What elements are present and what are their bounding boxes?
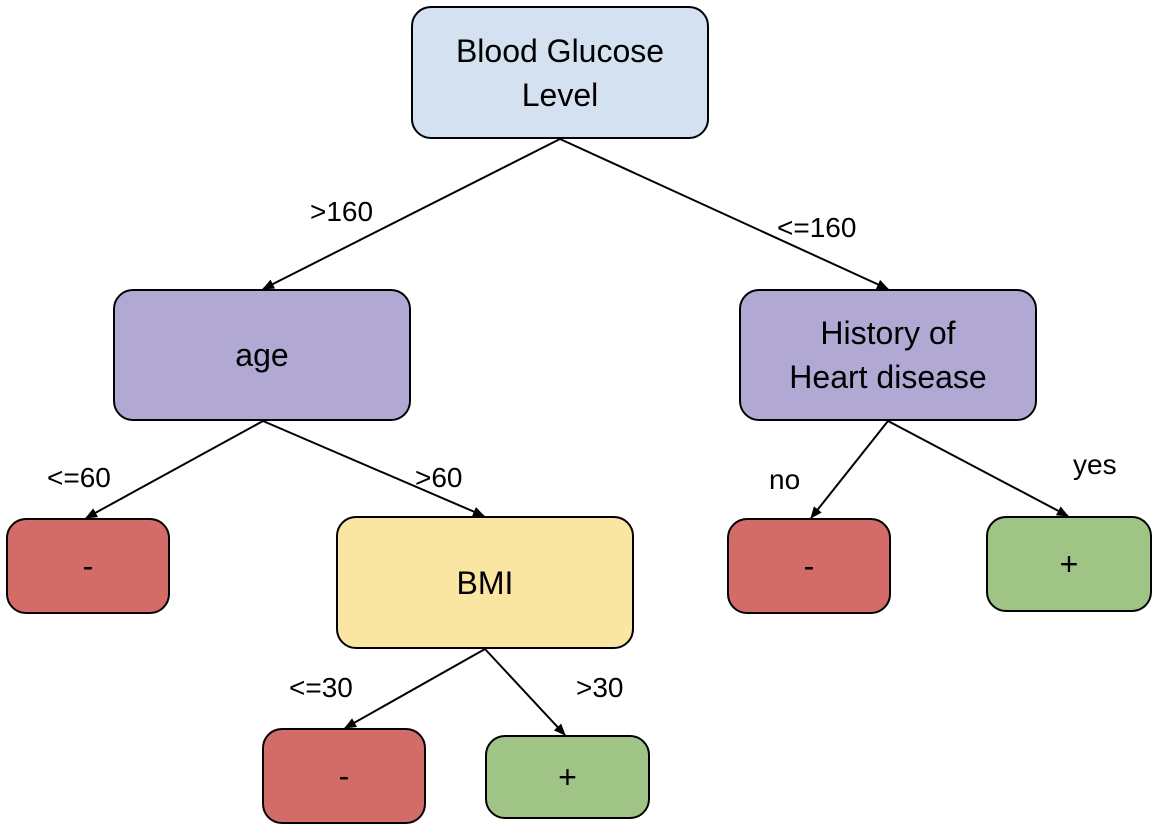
edge-label-age-right: >60 [415,462,463,493]
edge-label-age-left: <=60 [47,462,111,493]
edge-bmi-to-negative [344,648,486,729]
root-node-label: Blood Glucose Level [455,32,665,113]
edge-label-root-left: >160 [310,196,374,227]
edge-label-bmi-left: <=30 [289,672,353,703]
bmi-positive-leaf-label: + [558,759,577,795]
history-positive-leaf: + [986,516,1152,612]
age-node: age [113,289,411,421]
bmi-negative-leaf-label: - [338,758,350,794]
edge-history-to-positive [887,420,1069,517]
edge-root-to-history [559,138,889,290]
edge-history-to-negative [810,420,889,519]
edge-bmi-to-positive [484,648,566,736]
edge-label-bmi-right: >30 [576,672,624,703]
bmi-positive-leaf: + [485,735,650,819]
edge-age-to-bmi [262,420,485,517]
edge-age-to-negative [85,420,264,519]
age-negative-leaf-label: - [82,548,94,584]
root-node: Blood Glucose Level [411,6,709,139]
bmi-node: BMI [336,516,634,649]
edge-root-to-age [262,138,561,290]
edge-label-history-right: yes [1073,449,1117,480]
history-positive-leaf-label: + [1059,546,1079,582]
age-negative-leaf: - [6,518,170,614]
history-negative-leaf-label: - [803,548,815,584]
history-negative-leaf: - [727,518,891,614]
edge-label-history-left: no [769,464,801,495]
history-node-label: History of Heart disease [789,315,987,395]
bmi-node-label: BMI [456,564,514,601]
age-node-label: age [235,337,289,373]
history-node: History of Heart disease [739,289,1037,421]
bmi-negative-leaf: - [262,728,426,824]
edge-label-root-right: <=160 [777,212,857,243]
